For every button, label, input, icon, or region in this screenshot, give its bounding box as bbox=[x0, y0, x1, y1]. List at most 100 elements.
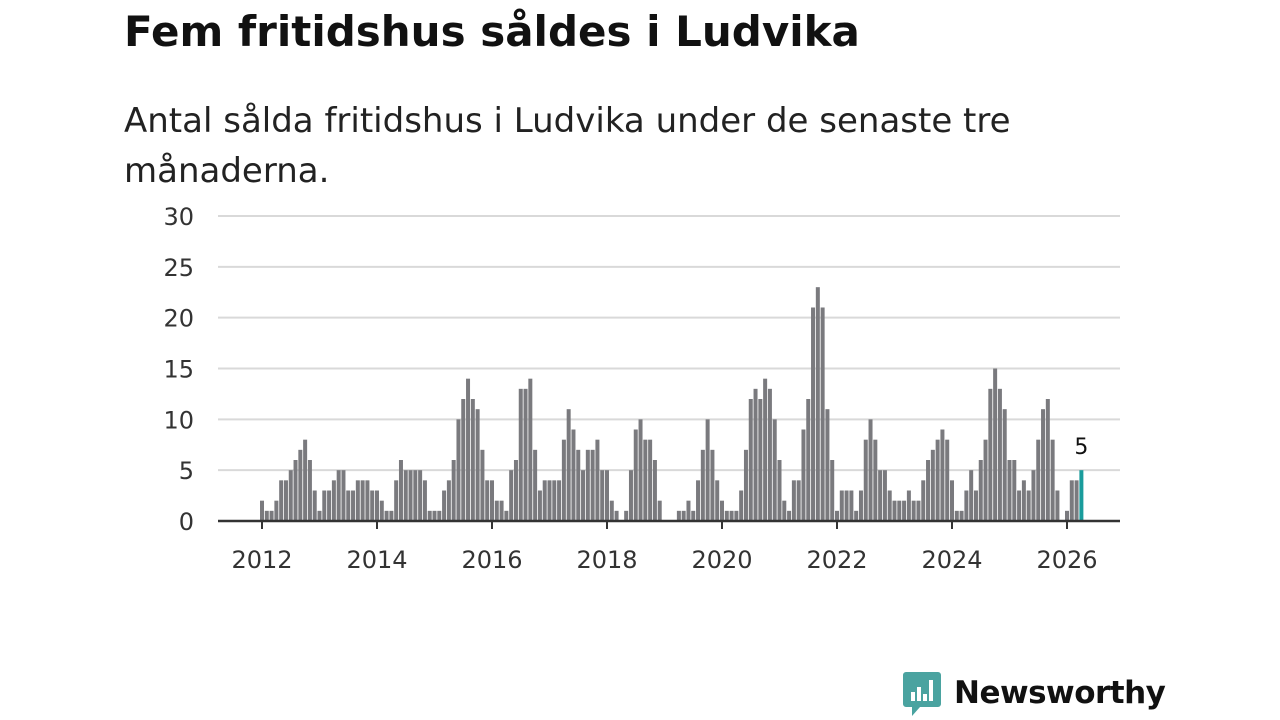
bar bbox=[854, 510, 859, 521]
axes: 0 5 10 15 20 25 30 2012 2014 2016 2018 2020 2022 2024… bbox=[163, 203, 1120, 574]
bar bbox=[648, 439, 653, 521]
bar bbox=[609, 500, 614, 521]
bar bbox=[293, 460, 298, 521]
bar bbox=[590, 449, 595, 521]
bar bbox=[595, 439, 600, 521]
bar bbox=[576, 449, 581, 521]
bar bbox=[504, 510, 509, 521]
bar bbox=[873, 439, 878, 521]
bar bbox=[451, 460, 456, 521]
bar bbox=[657, 500, 662, 521]
bar bbox=[643, 439, 648, 521]
bar bbox=[911, 500, 916, 521]
bar bbox=[753, 388, 758, 521]
y-tick-label: 5 bbox=[179, 457, 194, 485]
bar bbox=[1055, 490, 1060, 521]
bar bbox=[557, 480, 562, 521]
bar bbox=[283, 480, 288, 521]
bar bbox=[782, 500, 787, 521]
bar bbox=[835, 510, 839, 521]
bar bbox=[422, 480, 427, 521]
bar bbox=[513, 460, 518, 521]
bar bbox=[796, 480, 801, 521]
bar bbox=[494, 500, 499, 521]
bar bbox=[700, 449, 705, 521]
bar bbox=[705, 419, 710, 521]
y-tick-label: 10 bbox=[163, 406, 194, 434]
bar bbox=[1017, 490, 1022, 521]
bar bbox=[581, 470, 586, 521]
bar bbox=[921, 480, 926, 521]
bar bbox=[375, 490, 379, 521]
bar bbox=[461, 399, 466, 521]
bar bbox=[298, 449, 303, 521]
bar bbox=[470, 399, 475, 521]
bar bbox=[839, 490, 844, 521]
bar bbox=[528, 378, 533, 521]
bar bbox=[973, 490, 978, 521]
x-tick-label: 2012 bbox=[231, 546, 292, 574]
bar bbox=[1002, 409, 1007, 521]
bar bbox=[734, 510, 739, 521]
bar bbox=[916, 500, 921, 521]
bar bbox=[1041, 409, 1046, 521]
bar bbox=[303, 439, 308, 521]
bar bbox=[446, 480, 451, 521]
bar bbox=[269, 510, 274, 521]
bar bbox=[624, 510, 629, 521]
bar bbox=[466, 378, 471, 521]
bar bbox=[1036, 439, 1041, 521]
bar bbox=[264, 510, 269, 521]
bar bbox=[365, 480, 370, 521]
bar bbox=[806, 399, 811, 521]
newsworthy-logo: Newsworthy bbox=[902, 668, 1166, 718]
bar bbox=[523, 388, 528, 521]
bar bbox=[863, 439, 868, 521]
bar bbox=[456, 419, 461, 521]
y-tick-label: 15 bbox=[163, 356, 194, 384]
bar bbox=[571, 429, 576, 521]
bar bbox=[926, 460, 931, 521]
labels: 5 bbox=[1074, 435, 1088, 460]
bar bbox=[322, 490, 327, 521]
bar bbox=[739, 490, 744, 521]
bar bbox=[1026, 490, 1031, 521]
bar bbox=[418, 470, 423, 521]
bar bbox=[437, 510, 442, 521]
bar bbox=[317, 510, 322, 521]
bar bbox=[720, 500, 724, 521]
bar bbox=[346, 490, 351, 521]
x-tick-label: 2022 bbox=[806, 546, 867, 574]
bar bbox=[820, 307, 825, 521]
bar bbox=[336, 470, 341, 521]
bar bbox=[993, 368, 998, 521]
bar bbox=[509, 470, 514, 521]
bar bbox=[547, 480, 552, 521]
bar bbox=[988, 388, 993, 521]
bar bbox=[355, 480, 360, 521]
bar bbox=[351, 490, 356, 521]
bar bbox=[566, 409, 571, 521]
bar bbox=[969, 470, 974, 521]
x-tick-label: 2016 bbox=[461, 546, 522, 574]
bar bbox=[945, 439, 950, 521]
bar bbox=[681, 510, 686, 521]
y-tick-label: 0 bbox=[179, 508, 194, 536]
bar bbox=[964, 490, 969, 521]
bar bbox=[906, 490, 911, 521]
bar bbox=[868, 419, 873, 521]
chart-title: Fem fritidshus såldes i Ludvika bbox=[124, 7, 860, 56]
bar bbox=[413, 470, 418, 521]
x-tick-label: 2018 bbox=[576, 546, 637, 574]
bar bbox=[758, 399, 763, 521]
bar bbox=[403, 470, 408, 521]
bar bbox=[480, 449, 485, 521]
bar bbox=[379, 500, 384, 521]
bar bbox=[312, 490, 317, 521]
bar bbox=[686, 500, 691, 521]
gridlines bbox=[218, 215, 1120, 472]
bar bbox=[389, 510, 394, 521]
x-tick-label: 2026 bbox=[1036, 546, 1097, 574]
bar bbox=[1065, 510, 1069, 521]
bar bbox=[830, 460, 835, 521]
